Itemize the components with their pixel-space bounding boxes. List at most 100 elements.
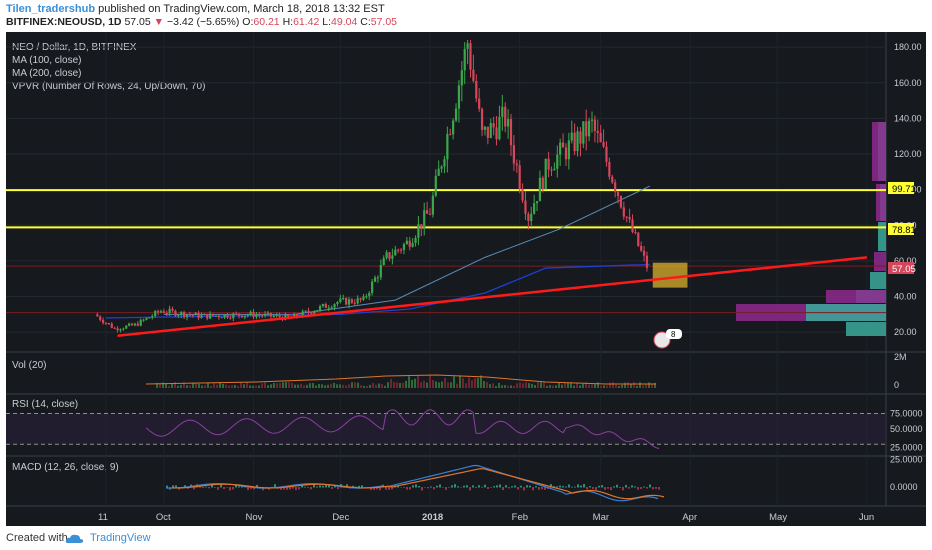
ma100-label: MA (100, close) xyxy=(12,55,81,66)
volume-bar xyxy=(168,385,170,388)
volume-bar xyxy=(321,384,323,388)
x-tick-label: Dec xyxy=(332,512,349,523)
volume-bar xyxy=(483,381,485,388)
author-link[interactable]: Tilen_tradershub xyxy=(6,3,96,15)
macd-histogram-bar xyxy=(517,487,519,490)
volume-bar xyxy=(444,377,446,388)
vpvr-bar xyxy=(874,252,886,271)
candle-body xyxy=(206,313,209,319)
volume-bar xyxy=(528,383,530,388)
macd-histogram-bar xyxy=(472,485,474,488)
candle-body xyxy=(200,315,203,318)
candle-body xyxy=(295,314,299,317)
macd-histogram-bar xyxy=(529,485,531,488)
x-tick-label: 2018 xyxy=(422,512,443,523)
macd-histogram-bar xyxy=(604,487,606,490)
candle-body xyxy=(168,308,171,314)
macd-histogram-bar xyxy=(652,487,654,490)
volume-bar xyxy=(618,385,620,388)
candle-body xyxy=(428,213,432,215)
macd-histogram-bar xyxy=(385,487,387,490)
candle-body xyxy=(310,312,313,314)
candle-body xyxy=(420,224,423,229)
macd-histogram-bar xyxy=(580,485,582,488)
candle-body xyxy=(379,265,382,278)
macd-histogram-bar xyxy=(577,484,579,488)
chart-svg[interactable]: NEO / Dollar, 1D, BITFINEX MA (100, clos… xyxy=(6,32,926,526)
level-high-badge xyxy=(888,182,914,194)
tradingview-brand[interactable]: TradingView xyxy=(90,532,151,544)
candle-body xyxy=(368,292,371,297)
volume-bar xyxy=(471,380,473,388)
macd-histogram-bar xyxy=(253,487,255,490)
macd-histogram-bar xyxy=(634,486,636,488)
macd-histogram-bar xyxy=(637,487,639,490)
macd-histogram-bar xyxy=(451,485,453,488)
candle-body xyxy=(434,175,437,196)
candle-body xyxy=(622,207,625,217)
macd-histogram-bar xyxy=(256,484,258,488)
candle-body xyxy=(637,232,640,247)
volume-bar xyxy=(414,378,416,388)
candle-body xyxy=(376,277,380,279)
candle-body xyxy=(472,69,475,81)
candle-body xyxy=(538,177,542,202)
volume-bar xyxy=(213,383,215,388)
candle-body xyxy=(426,210,429,214)
ohlc-line: BITFINEX:NEOUSD, 1D 57.05 ▼ −3.42 (−5.65… xyxy=(6,16,397,28)
volume-bar xyxy=(399,382,401,388)
candle-body xyxy=(139,319,142,326)
macd-histogram-bar xyxy=(628,487,630,489)
high-value: 61.42 xyxy=(293,16,320,28)
volume-bar xyxy=(615,384,617,388)
x-tick-label: Nov xyxy=(246,512,263,523)
events-badge[interactable] xyxy=(666,329,682,339)
volume-bar xyxy=(354,382,356,388)
candle-body xyxy=(156,311,160,313)
volume-bar xyxy=(183,382,185,388)
candle-body xyxy=(640,246,643,251)
macd-histogram-bar xyxy=(205,486,207,488)
candle-body xyxy=(619,196,623,208)
candle-body xyxy=(394,249,397,256)
candle-body xyxy=(628,216,631,220)
candle-body xyxy=(463,48,466,71)
candle-body xyxy=(214,315,218,317)
volume-bar xyxy=(513,385,515,388)
candle-body xyxy=(602,141,605,147)
macd-histogram-bar xyxy=(403,486,405,488)
candle-body xyxy=(579,131,582,144)
y-tick-label: 40.00 xyxy=(894,292,917,302)
volume-bar xyxy=(171,383,173,388)
candle-body xyxy=(301,311,304,317)
volume-bar xyxy=(426,382,428,388)
macd-histogram-bar xyxy=(301,484,303,488)
macd-histogram-bar xyxy=(625,485,627,488)
macd-histogram-bar xyxy=(424,487,426,488)
macd-histogram-bar xyxy=(613,486,615,488)
candle-body xyxy=(466,43,469,49)
volume-ma-line xyxy=(145,374,656,385)
volume-bar xyxy=(633,382,635,388)
candle-body xyxy=(495,127,498,140)
volume-bar xyxy=(432,379,434,388)
volume-bar xyxy=(393,382,395,388)
vpvr-bar xyxy=(870,272,886,289)
volume-bar xyxy=(240,382,242,388)
volume-bar xyxy=(279,383,281,388)
candle-body xyxy=(605,146,608,162)
candle-body xyxy=(356,298,359,304)
volume-bar xyxy=(594,383,596,388)
volume-bar xyxy=(612,382,614,388)
flag-icon[interactable] xyxy=(653,331,671,349)
candle-body xyxy=(339,298,342,302)
candle-body xyxy=(313,311,316,314)
macd-tick-label: 25.0000 xyxy=(890,455,923,465)
macd-histogram-bar xyxy=(286,487,288,490)
candle-body xyxy=(443,159,446,167)
candle-body xyxy=(373,277,377,282)
volume-bar xyxy=(435,381,437,388)
y-tick-label: 180.00 xyxy=(894,42,922,52)
macd-histogram-bar xyxy=(433,487,435,490)
chart-area[interactable]: NEO / Dollar, 1D, BITFINEX MA (100, clos… xyxy=(6,32,926,526)
